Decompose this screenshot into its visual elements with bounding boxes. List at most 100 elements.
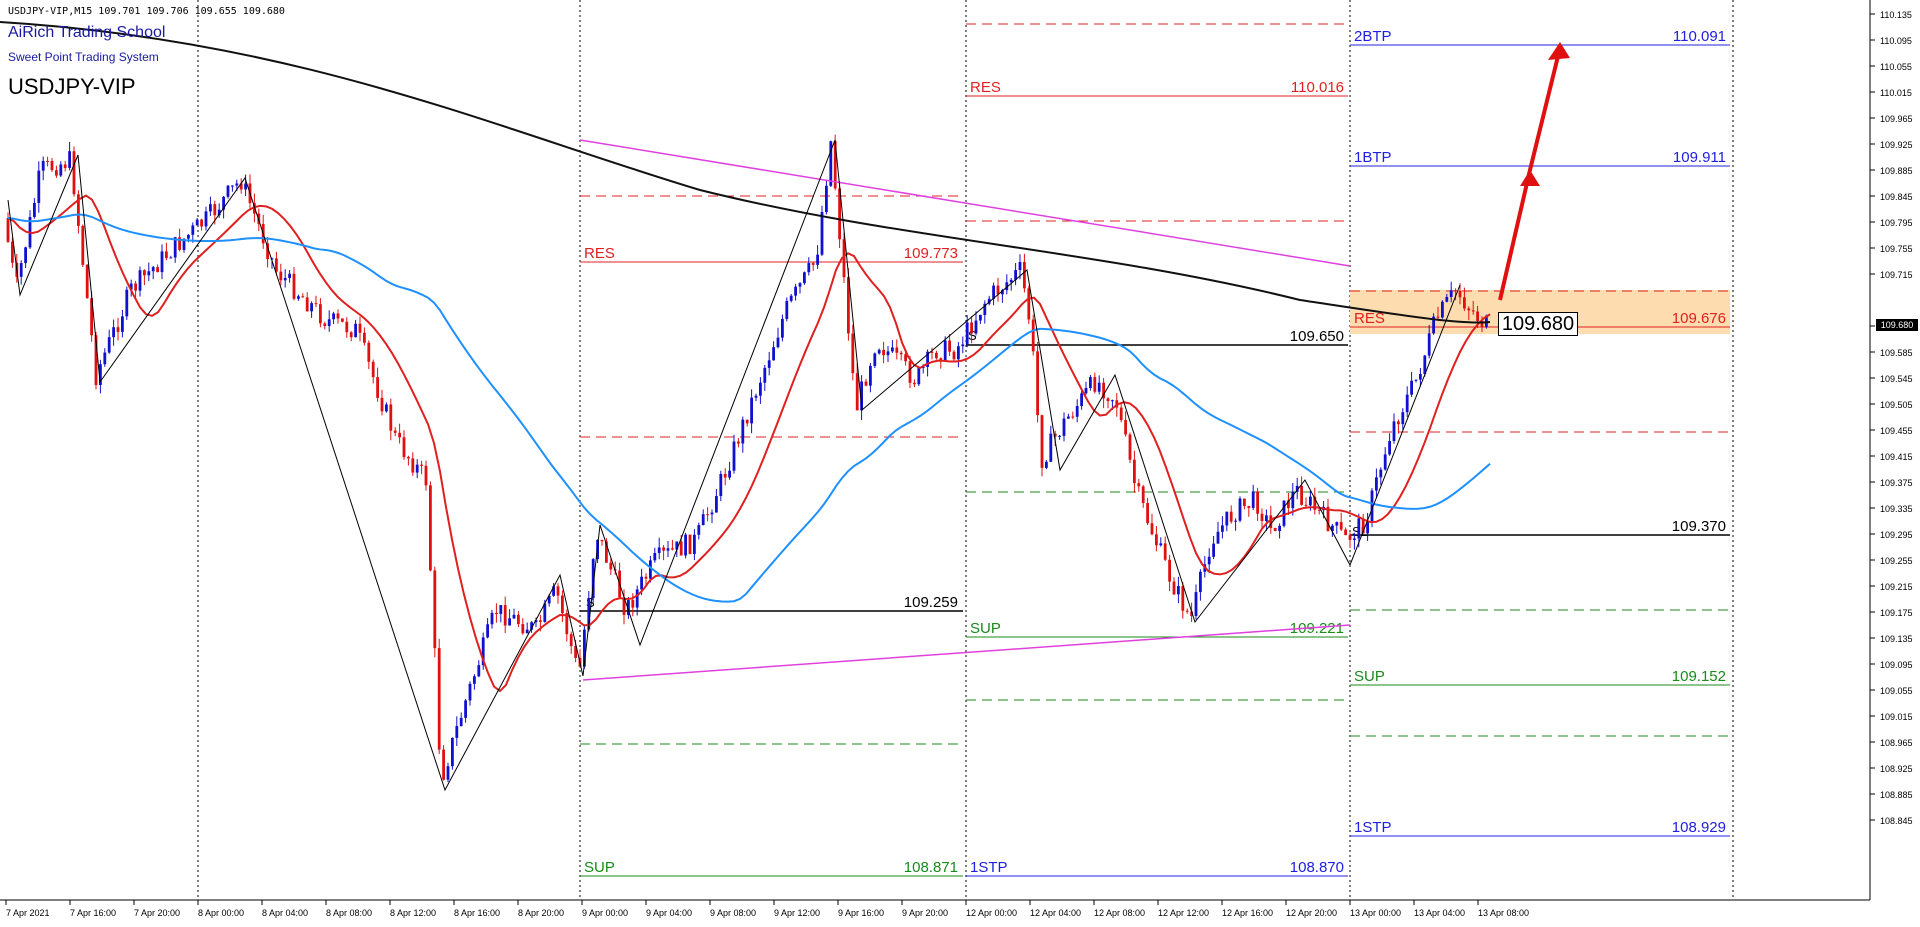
level-value: 109.370 bbox=[1672, 518, 1726, 535]
candle-body bbox=[371, 361, 375, 378]
time-tick-label: 13 Apr 00:00 bbox=[1350, 908, 1401, 918]
candle-body bbox=[552, 586, 555, 596]
candle-body bbox=[948, 340, 951, 352]
price-tick-label: 109.095 bbox=[1880, 660, 1913, 670]
candle-body bbox=[1018, 262, 1022, 271]
candle-body bbox=[750, 397, 753, 424]
candle-body bbox=[107, 337, 111, 353]
candle-body bbox=[499, 605, 503, 614]
candle-body bbox=[1335, 522, 1339, 526]
time-tick-label: 9 Apr 08:00 bbox=[710, 908, 756, 918]
candle-body bbox=[970, 322, 973, 334]
price-tick-label: 109.295 bbox=[1880, 530, 1913, 540]
candle-body bbox=[389, 404, 393, 431]
candle-body bbox=[1001, 290, 1004, 295]
session-separators bbox=[197, 0, 1734, 900]
time-tick-label: 9 Apr 20:00 bbox=[902, 908, 948, 918]
candle-body bbox=[116, 327, 120, 332]
candle-body bbox=[1243, 498, 1246, 507]
candle-body bbox=[349, 332, 353, 338]
candle-body bbox=[864, 381, 868, 386]
candle-body bbox=[1414, 379, 1418, 381]
candle-body bbox=[908, 361, 912, 383]
candle-body bbox=[178, 237, 181, 250]
price-tick-label: 109.055 bbox=[1880, 686, 1913, 696]
candle-body bbox=[420, 464, 423, 466]
candlesticks bbox=[6, 134, 1488, 783]
candle-body bbox=[1159, 543, 1163, 546]
candle-body bbox=[1005, 282, 1009, 291]
time-tick-label: 12 Apr 20:00 bbox=[1286, 908, 1337, 918]
candle-body bbox=[112, 327, 115, 338]
candle-body bbox=[1260, 513, 1264, 521]
candle-body bbox=[886, 351, 890, 356]
candle-body bbox=[877, 349, 881, 354]
candle-body bbox=[587, 597, 591, 630]
candle-body bbox=[217, 209, 221, 216]
candle-body bbox=[1331, 525, 1334, 531]
candle-body bbox=[1449, 290, 1453, 297]
candle-body bbox=[314, 303, 318, 305]
candle-body bbox=[508, 618, 511, 626]
level-label: RES bbox=[970, 79, 1001, 96]
trend-lines bbox=[579, 139, 1351, 681]
candle-body bbox=[1401, 412, 1405, 425]
candle-body bbox=[917, 367, 921, 385]
time-tick-label: 8 Apr 08:00 bbox=[326, 908, 372, 918]
candle-body bbox=[825, 185, 828, 213]
price-tick-label: 109.375 bbox=[1880, 478, 1913, 488]
mid-ma bbox=[7, 213, 1491, 603]
candle-body bbox=[855, 373, 859, 411]
price-tick-label: 109.795 bbox=[1880, 218, 1913, 228]
price-tick-label: 108.845 bbox=[1880, 816, 1913, 826]
price-axis-marker: 109.680 bbox=[1876, 319, 1918, 331]
price-tick-label: 109.545 bbox=[1880, 374, 1913, 384]
candle-body bbox=[341, 318, 344, 322]
candle-body bbox=[81, 225, 85, 265]
candle-body bbox=[151, 267, 155, 272]
candle-body bbox=[1427, 333, 1431, 356]
candle-body bbox=[820, 212, 824, 255]
candle-body bbox=[1053, 433, 1057, 437]
candle-body bbox=[1265, 515, 1268, 521]
price-tick-label: 109.715 bbox=[1880, 270, 1913, 280]
candle-body bbox=[1067, 416, 1070, 419]
candle-body bbox=[1027, 288, 1031, 320]
candle-body bbox=[1150, 523, 1154, 535]
candle-body bbox=[891, 347, 894, 352]
candle-body bbox=[222, 196, 225, 210]
candle-body bbox=[569, 634, 573, 647]
candle-body bbox=[1291, 491, 1295, 509]
current-price-box: 109.680 bbox=[1498, 312, 1578, 336]
level-label: 2BTP bbox=[1354, 28, 1392, 45]
candle-body bbox=[332, 313, 335, 320]
candle-body bbox=[1199, 571, 1202, 593]
candle-body bbox=[1089, 377, 1092, 388]
candle-body bbox=[517, 614, 520, 625]
candle-body bbox=[1031, 319, 1035, 352]
s-marker: S bbox=[968, 328, 977, 343]
candle-body bbox=[446, 766, 450, 780]
candle-body bbox=[1383, 454, 1387, 470]
candle-body bbox=[270, 258, 274, 260]
candle-body bbox=[631, 600, 635, 608]
candle-body bbox=[1023, 262, 1026, 289]
level-value: 108.871 bbox=[904, 859, 958, 876]
candle-body bbox=[979, 314, 982, 321]
candle-body bbox=[710, 512, 714, 515]
candle-body bbox=[763, 367, 767, 383]
candle-body bbox=[319, 304, 322, 324]
candle-body bbox=[138, 270, 142, 291]
candle-body bbox=[1344, 529, 1347, 536]
candle-body bbox=[455, 726, 459, 738]
instrument-title: USDJPY-VIP bbox=[8, 74, 136, 99]
level-value: 109.773 bbox=[904, 245, 958, 262]
candle-body bbox=[235, 183, 239, 186]
arrow-head bbox=[1520, 170, 1540, 186]
level-label: 1STP bbox=[970, 859, 1008, 876]
candle-body bbox=[187, 234, 190, 239]
price-tick-label: 110.055 bbox=[1880, 62, 1912, 72]
candle-body bbox=[1071, 416, 1075, 418]
candle-body bbox=[829, 141, 833, 186]
